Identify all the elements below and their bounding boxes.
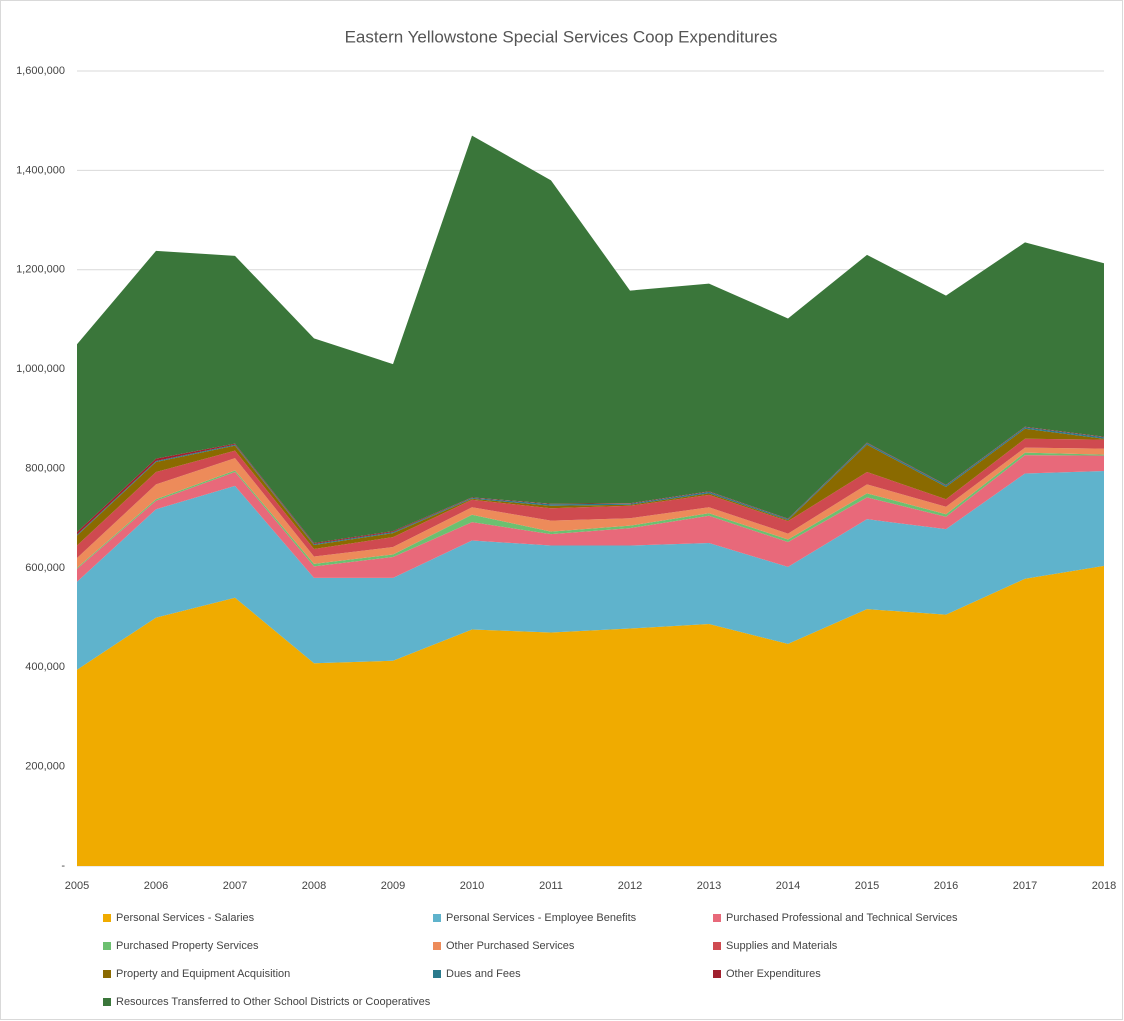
x-tick-label: 2007 bbox=[223, 880, 247, 892]
legend-label: Dues and Fees bbox=[446, 968, 521, 980]
legend-label: Resources Transferred to Other School Di… bbox=[116, 996, 431, 1008]
legend-swatch bbox=[713, 914, 721, 922]
y-tick-label: 200,000 bbox=[25, 761, 65, 773]
y-tick-label: - bbox=[61, 860, 65, 872]
x-tick-label: 2006 bbox=[144, 880, 168, 892]
x-tick-label: 2014 bbox=[776, 880, 800, 892]
legend-swatch bbox=[103, 998, 111, 1006]
legend-label: Purchased Professional and Technical Ser… bbox=[726, 912, 958, 924]
legend-swatch bbox=[433, 942, 441, 950]
y-tick-label: 1,000,000 bbox=[16, 363, 65, 375]
x-tick-label: 2008 bbox=[302, 880, 326, 892]
legend-swatch bbox=[713, 942, 721, 950]
y-tick-label: 800,000 bbox=[25, 462, 65, 474]
area bbox=[77, 455, 1104, 582]
x-tick-label: 2018 bbox=[1092, 880, 1116, 892]
area bbox=[77, 135, 1104, 544]
x-tick-label: 2017 bbox=[1013, 880, 1037, 892]
x-tick-label: 2009 bbox=[381, 880, 405, 892]
x-tick-label: 2013 bbox=[697, 880, 721, 892]
legend-swatch bbox=[103, 942, 111, 950]
y-tick-label: 1,400,000 bbox=[16, 164, 65, 176]
y-tick-label: 600,000 bbox=[25, 562, 65, 574]
legend-swatch bbox=[433, 970, 441, 978]
x-tick-label: 2016 bbox=[934, 880, 958, 892]
y-tick-label: 1,200,000 bbox=[16, 264, 65, 276]
legend-swatch bbox=[433, 914, 441, 922]
area bbox=[77, 470, 1104, 670]
y-tick-label: 1,600,000 bbox=[16, 65, 65, 77]
legend-label: Other Expenditures bbox=[726, 968, 821, 980]
legend-swatch bbox=[103, 914, 111, 922]
area bbox=[77, 565, 1104, 866]
x-tick-label: 2012 bbox=[618, 880, 642, 892]
x-tick-label: 2010 bbox=[460, 880, 484, 892]
chart-title: Eastern Yellowstone Special Services Coo… bbox=[345, 27, 778, 46]
legend-label: Purchased Property Services bbox=[116, 940, 259, 952]
legend-label: Personal Services - Employee Benefits bbox=[446, 912, 637, 924]
legend-label: Property and Equipment Acquisition bbox=[116, 968, 290, 980]
legend-label: Supplies and Materials bbox=[726, 940, 838, 952]
legend-swatch bbox=[103, 970, 111, 978]
y-tick-label: 400,000 bbox=[25, 661, 65, 673]
x-tick-label: 2011 bbox=[539, 880, 563, 892]
legend-label: Personal Services - Salaries bbox=[116, 912, 255, 924]
x-tick-label: 2015 bbox=[855, 880, 879, 892]
x-tick-label: 2005 bbox=[65, 880, 89, 892]
legend-label: Other Purchased Services bbox=[446, 940, 575, 952]
legend-swatch bbox=[713, 970, 721, 978]
